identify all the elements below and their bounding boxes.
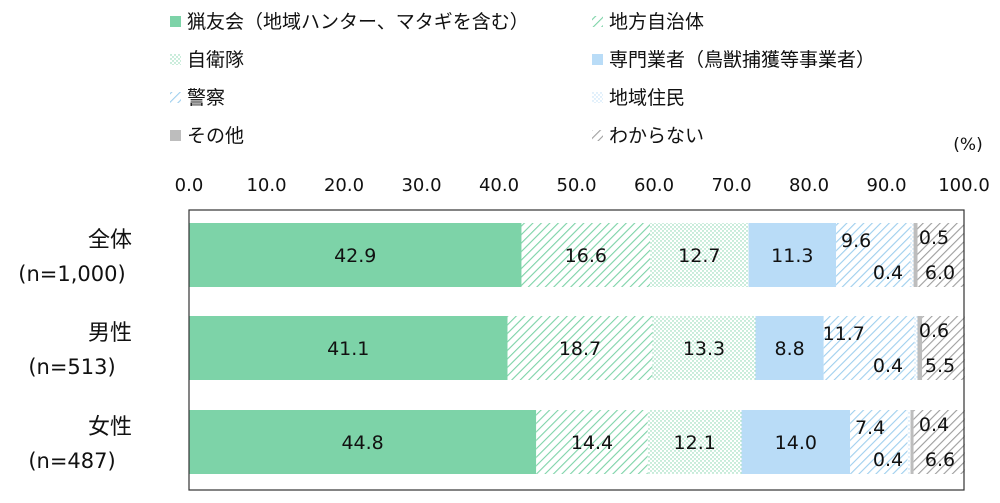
- bar-segment: [189, 410, 537, 474]
- bar-segment: [917, 316, 923, 380]
- data-label: 8.8: [775, 338, 805, 360]
- data-label: 11.7: [823, 323, 865, 345]
- bar-segment: [922, 316, 965, 380]
- category-label: 男性: [88, 321, 132, 346]
- unit-label: (%): [953, 135, 982, 155]
- legend-swatch: [592, 54, 603, 65]
- bar-segment: [521, 223, 651, 287]
- x-tick-label: 20.0: [324, 175, 364, 196]
- data-label: 5.5: [925, 355, 955, 377]
- legend-label: 地域住民: [609, 87, 685, 109]
- bar-segment: [850, 410, 908, 474]
- bar-segment: [741, 410, 851, 474]
- legend-swatch: [170, 130, 181, 141]
- legend-swatch: [592, 130, 603, 141]
- x-tick-label: 50.0: [556, 175, 596, 196]
- category-sample-size: (n=513): [28, 355, 115, 379]
- data-label: 11.3: [771, 245, 813, 267]
- bar-segment: [650, 223, 749, 287]
- x-tick-label: 100.0: [938, 175, 990, 196]
- data-label: 18.7: [559, 338, 601, 360]
- bars: 42.9 16.6 12.7 11.39.60.40.56.041.1 18.7 13.3…: [189, 223, 965, 474]
- plot-frame: [188, 209, 965, 491]
- category-label: 全体: [88, 228, 132, 253]
- legend-label: その他: [187, 125, 244, 147]
- bar-segment: [647, 410, 742, 474]
- legend-label: 地方自治体: [609, 11, 704, 33]
- bar-segment: [536, 410, 648, 474]
- data-label: 16.6: [565, 245, 607, 267]
- data-label: 9.6: [841, 230, 871, 252]
- data-label: 13.3: [683, 338, 725, 360]
- legend-label: 猟友会（地域ハンター、マタギを含む）: [187, 11, 529, 33]
- bar-segment: [755, 316, 824, 380]
- x-tick-label: 10.0: [246, 175, 286, 196]
- bar-segment: [189, 316, 508, 380]
- data-label: 41.1: [327, 338, 369, 360]
- bar-segment: [189, 223, 522, 287]
- legend-swatch: [170, 54, 181, 65]
- data-label: 0.4: [919, 414, 949, 436]
- legend-label: 自衛隊: [187, 49, 244, 71]
- bar-segment: [507, 316, 653, 380]
- bar-segment: [748, 223, 837, 287]
- x-tick-label: 30.0: [401, 175, 441, 196]
- legend-swatch: [170, 92, 181, 103]
- bar-segment: [917, 223, 964, 287]
- x-axis: 0.0 10.0 20.0 30.0 40.0 50.0 60.0 70.0 80.0 90.0 1…: [175, 175, 990, 196]
- data-label: 0.4: [873, 449, 903, 471]
- data-label: 6.6: [925, 449, 955, 471]
- data-label: 42.9: [334, 245, 376, 267]
- legend-swatch: [170, 16, 181, 27]
- category-sample-size: (n=487): [28, 449, 115, 473]
- data-label: 0.4: [873, 262, 903, 284]
- category-label: 女性: [88, 415, 132, 440]
- data-label: 0.4: [873, 355, 903, 377]
- legend-label: 警察: [187, 87, 225, 109]
- data-label: 44.8: [341, 432, 383, 454]
- x-tick-label: 80.0: [789, 175, 829, 196]
- category-labels: 全体 (n=1,000) 男性 (n=513) 女性 (n=487): [18, 228, 132, 473]
- x-tick-label: 60.0: [634, 175, 674, 196]
- bar-segment: [910, 410, 914, 474]
- x-tick-label: 90.0: [866, 175, 906, 196]
- bar-segment: [913, 223, 918, 287]
- legend-label: わからない: [609, 125, 704, 147]
- legend-swatch: [592, 16, 603, 27]
- bar-segment: [823, 316, 915, 380]
- data-label: 14.4: [571, 432, 613, 454]
- bar-segment: [910, 223, 914, 287]
- bar-segment: [652, 316, 756, 380]
- data-label: 14.0: [775, 432, 817, 454]
- x-tick-label: 40.0: [479, 175, 519, 196]
- x-tick-label: 0.0: [175, 175, 204, 196]
- data-label: 12.7: [678, 245, 720, 267]
- data-label: 12.1: [674, 432, 716, 454]
- x-tick-label: 70.0: [711, 175, 751, 196]
- category-sample-size: (n=1,000): [18, 262, 125, 286]
- legend-swatch: [592, 92, 603, 103]
- data-label: 0.5: [919, 227, 949, 249]
- bar-segment: [836, 223, 911, 287]
- legend-label: 専門業者（鳥獣捕獲等事業者）: [609, 49, 875, 71]
- data-label: 7.4: [855, 417, 885, 439]
- bar-segment: [914, 316, 918, 380]
- bar-segment: [907, 410, 911, 474]
- data-label: 0.6: [919, 320, 949, 342]
- data-label: 6.0: [925, 262, 955, 284]
- bar-segment: [913, 410, 965, 474]
